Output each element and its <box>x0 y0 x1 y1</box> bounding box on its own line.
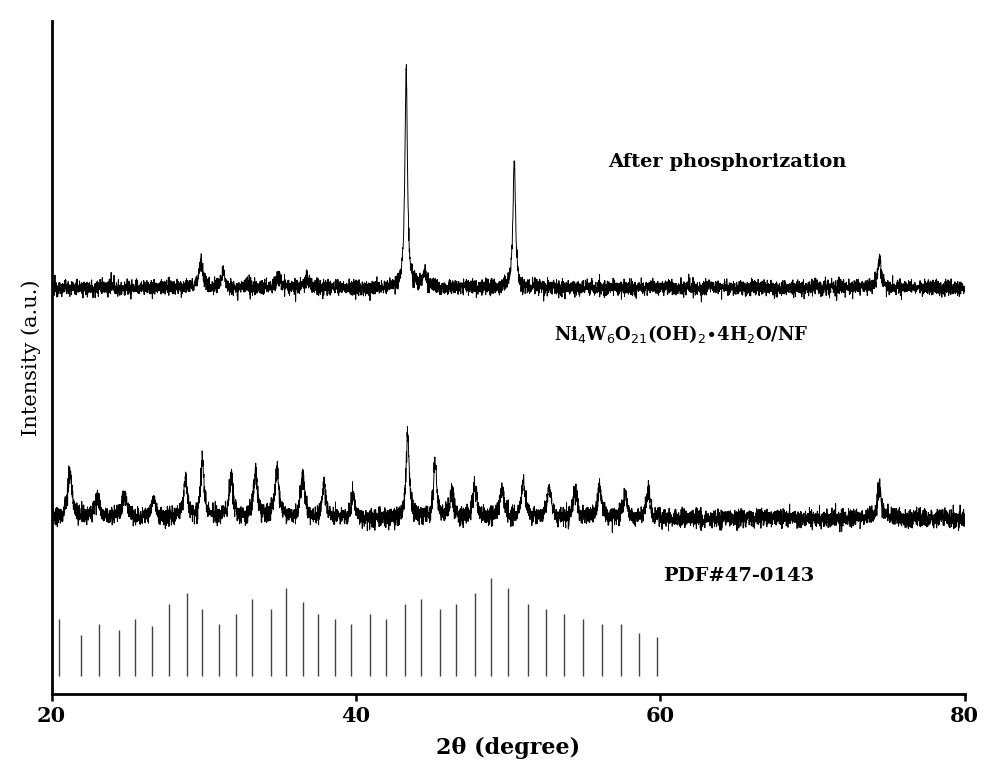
Y-axis label: Intensity (a.u.): Intensity (a.u.) <box>21 279 41 436</box>
Text: Ni$_4$W$_6$O$_{21}$(OH)$_2$$\bullet$4H$_2$O/NF: Ni$_4$W$_6$O$_{21}$(OH)$_2$$\bullet$4H$_… <box>554 323 808 345</box>
X-axis label: 2θ (degree): 2θ (degree) <box>436 737 580 759</box>
Text: After phosphorization: After phosphorization <box>609 153 847 172</box>
Text: PDF#47-0143: PDF#47-0143 <box>663 567 815 585</box>
